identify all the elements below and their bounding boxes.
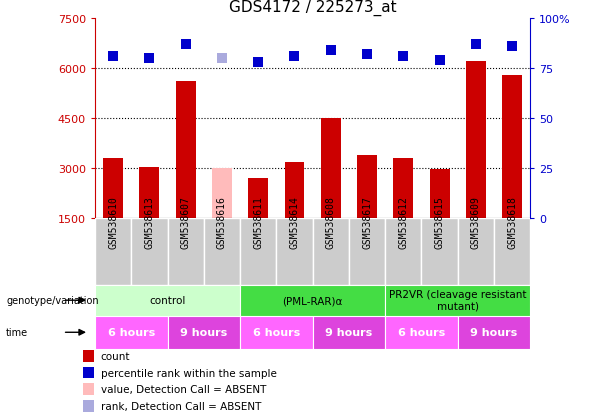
- Point: [217, 55, 227, 62]
- Text: 6 hours: 6 hours: [398, 328, 445, 337]
- Bar: [313, 316, 385, 349]
- Bar: [95, 285, 240, 316]
- Bar: [313, 219, 349, 285]
- Text: 6 hours: 6 hours: [108, 328, 155, 337]
- Text: GSM538609: GSM538609: [471, 196, 481, 249]
- Bar: [240, 316, 313, 349]
- Point: [181, 41, 191, 48]
- Text: GSM538607: GSM538607: [181, 196, 191, 249]
- Bar: [385, 285, 530, 316]
- Point: [253, 59, 263, 66]
- Text: 9 hours: 9 hours: [470, 328, 517, 337]
- Bar: [422, 219, 458, 285]
- Text: genotype/variation: genotype/variation: [6, 295, 99, 306]
- Bar: [494, 219, 530, 285]
- Bar: [248, 179, 268, 219]
- Bar: [458, 316, 530, 349]
- Bar: [167, 219, 204, 285]
- Text: (PML-RAR)α: (PML-RAR)α: [283, 295, 343, 306]
- Bar: [394, 159, 413, 219]
- Bar: [240, 285, 385, 316]
- Bar: [83, 400, 94, 412]
- Bar: [276, 219, 313, 285]
- Bar: [385, 316, 458, 349]
- Bar: [204, 219, 240, 285]
- Text: GSM538610: GSM538610: [108, 196, 118, 249]
- Bar: [321, 119, 341, 219]
- Text: GSM538618: GSM538618: [507, 196, 517, 249]
- Text: PR2VR (cleavage resistant
mutant): PR2VR (cleavage resistant mutant): [389, 290, 527, 311]
- Point: [398, 53, 408, 60]
- Text: GSM538611: GSM538611: [253, 196, 263, 249]
- Text: 9 hours: 9 hours: [326, 328, 373, 337]
- Text: rank, Detection Call = ABSENT: rank, Detection Call = ABSENT: [101, 401, 261, 411]
- Bar: [466, 62, 486, 219]
- Bar: [131, 219, 167, 285]
- Bar: [284, 162, 305, 219]
- Text: GSM538613: GSM538613: [145, 196, 154, 249]
- Text: 6 hours: 6 hours: [253, 328, 300, 337]
- Bar: [95, 219, 131, 285]
- Point: [362, 51, 372, 58]
- Text: GSM538615: GSM538615: [435, 196, 444, 249]
- Bar: [83, 367, 94, 378]
- Bar: [83, 384, 94, 395]
- Text: time: time: [6, 328, 28, 337]
- Text: percentile rank within the sample: percentile rank within the sample: [101, 368, 276, 377]
- Point: [435, 57, 444, 64]
- Text: 9 hours: 9 hours: [180, 328, 227, 337]
- Bar: [95, 316, 167, 349]
- Bar: [167, 316, 240, 349]
- Bar: [385, 219, 421, 285]
- Point: [289, 53, 299, 60]
- Bar: [458, 219, 494, 285]
- Point: [145, 55, 154, 62]
- Bar: [357, 155, 377, 219]
- Point: [109, 53, 118, 60]
- Text: GSM538616: GSM538616: [217, 196, 227, 249]
- Bar: [103, 159, 123, 219]
- Bar: [240, 219, 276, 285]
- Bar: [349, 219, 385, 285]
- Bar: [83, 350, 94, 362]
- Bar: [502, 75, 522, 219]
- Text: GSM538608: GSM538608: [326, 196, 336, 249]
- Text: GSM538617: GSM538617: [362, 196, 372, 249]
- Text: control: control: [150, 295, 186, 306]
- Bar: [212, 169, 232, 219]
- Bar: [139, 167, 159, 219]
- Text: value, Detection Call = ABSENT: value, Detection Call = ABSENT: [101, 385, 266, 394]
- Title: GDS4172 / 225273_at: GDS4172 / 225273_at: [229, 0, 397, 16]
- Point: [507, 43, 517, 50]
- Text: GSM538614: GSM538614: [289, 196, 300, 249]
- Point: [326, 47, 336, 54]
- Point: [471, 41, 481, 48]
- Text: count: count: [101, 351, 130, 361]
- Bar: [430, 169, 449, 219]
- Bar: [176, 82, 196, 219]
- Text: GSM538612: GSM538612: [398, 196, 408, 249]
